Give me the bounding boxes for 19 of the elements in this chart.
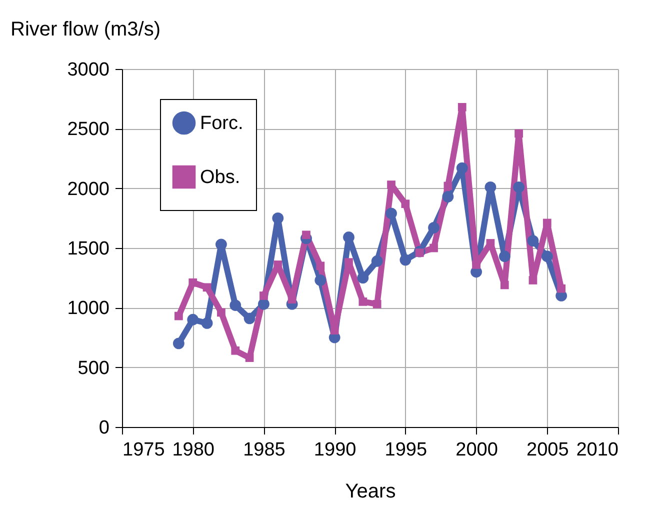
x-tick-label: 1990 <box>314 440 356 460</box>
y-axis-title: River flow (m3/s) <box>10 18 161 40</box>
x-tick-label: 2000 <box>456 440 498 460</box>
y-tick-label: 2000 <box>67 178 110 200</box>
y-tick-label: 1000 <box>67 298 110 320</box>
legend-label: Forc. <box>200 113 244 134</box>
x-tick-label: 1975 <box>122 440 165 460</box>
y-tick-label: 0 <box>98 418 110 438</box>
x-tick-label: 2005 <box>526 440 569 460</box>
y-tick-label: 3000 <box>67 60 110 80</box>
x-tick-label: 1985 <box>243 440 286 460</box>
x-tick-label: 2010 <box>576 440 618 460</box>
x-axis-title: Years <box>345 480 396 502</box>
y-tick-label: 500 <box>78 358 110 379</box>
x-tick-label: 1995 <box>384 440 428 460</box>
y-tick-label: 2500 <box>67 119 110 140</box>
y-tick-label: 1500 <box>67 238 110 260</box>
x-tick-label: 1980 <box>172 440 214 460</box>
legend-label: Obs. <box>200 167 240 188</box>
